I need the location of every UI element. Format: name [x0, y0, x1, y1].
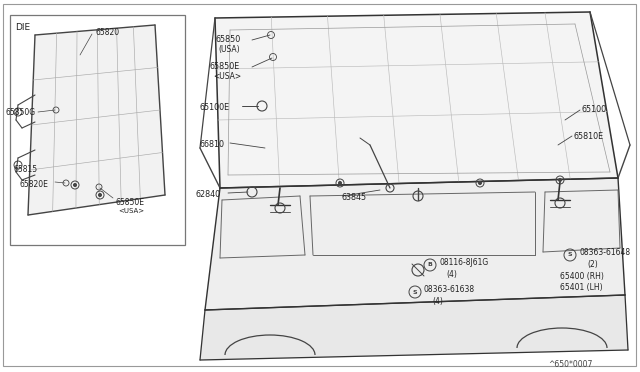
Polygon shape — [28, 25, 165, 215]
Circle shape — [99, 193, 102, 196]
Text: 65850E: 65850E — [210, 62, 240, 71]
Text: 63845: 63845 — [342, 193, 367, 202]
Text: 65820E: 65820E — [20, 180, 49, 189]
Text: 66810: 66810 — [200, 140, 225, 149]
Text: S: S — [413, 289, 417, 295]
Polygon shape — [215, 12, 618, 188]
Bar — [10, 15, 185, 245]
Text: (4): (4) — [432, 297, 443, 306]
Circle shape — [74, 183, 77, 186]
Text: DIE: DIE — [15, 23, 30, 32]
Circle shape — [479, 182, 481, 185]
Text: B: B — [428, 263, 433, 267]
Text: (USA): (USA) — [218, 45, 239, 54]
Text: (4): (4) — [446, 270, 457, 279]
Text: <USA>: <USA> — [118, 208, 144, 214]
Polygon shape — [200, 295, 628, 360]
Circle shape — [339, 182, 342, 185]
Circle shape — [559, 179, 561, 182]
Text: 62840: 62840 — [196, 190, 221, 199]
Text: 65810E: 65810E — [573, 132, 603, 141]
Text: 65401 (LH): 65401 (LH) — [560, 283, 603, 292]
Text: 65815: 65815 — [14, 165, 38, 174]
Text: 65100E: 65100E — [200, 103, 230, 112]
Text: 65850G: 65850G — [6, 108, 36, 117]
Text: 08363-61648: 08363-61648 — [579, 248, 630, 257]
Text: 65850: 65850 — [215, 35, 240, 44]
Text: 08363-61638: 08363-61638 — [424, 285, 475, 294]
Text: S: S — [568, 253, 572, 257]
Text: 08116-8J61G: 08116-8J61G — [439, 258, 488, 267]
Text: 65400 (RH): 65400 (RH) — [560, 272, 604, 281]
Text: <USA>: <USA> — [213, 72, 241, 81]
Text: (2): (2) — [587, 260, 598, 269]
Polygon shape — [205, 178, 625, 310]
Text: 65100: 65100 — [582, 105, 607, 114]
Text: 65850E: 65850E — [115, 198, 144, 207]
Text: ^650*0007: ^650*0007 — [548, 360, 593, 369]
Text: 65820: 65820 — [95, 28, 119, 37]
